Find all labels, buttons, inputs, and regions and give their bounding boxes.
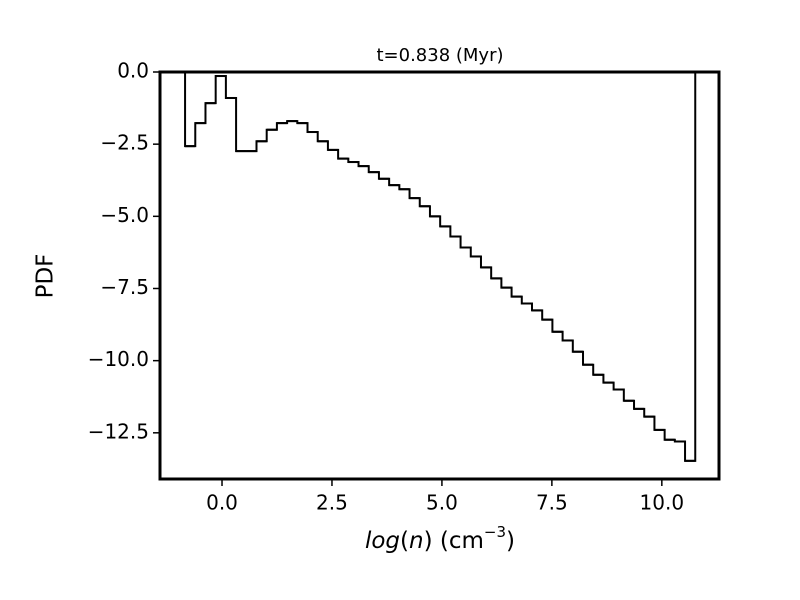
step-outline [184,72,697,462]
x-label-part: ) [506,528,515,554]
x-label-part: log [365,528,400,554]
y-tick-label: −12.5 [88,419,149,443]
x-label-part: n [409,528,424,554]
x-label-part: −3 [484,523,506,541]
x-tick-label: 2.5 [316,491,348,515]
plot-frame [158,70,721,481]
y-tick-label: −2.5 [100,131,149,155]
x-label-part: ) [424,528,433,554]
y-tick-label: 0.0 [117,59,149,83]
plot-area [184,72,697,462]
x-axis-label: log(n) (cm−3) [365,523,515,554]
x-tick-label: 7.5 [536,491,568,515]
y-tick-label: −7.5 [100,275,149,299]
x-tick-label: 10.0 [640,491,685,515]
x-tick-label: 5.0 [426,491,458,515]
x-tick-label: 0.0 [206,491,238,515]
x-label-part: ( [400,528,409,554]
y-tick-label: −5.0 [100,203,149,227]
x-label-part: (cm [433,528,484,554]
y-tick-label: −10.0 [88,347,149,371]
y-axis-label: PDF [33,254,59,299]
chart-title: t=0.838 (Myr) [376,45,503,66]
